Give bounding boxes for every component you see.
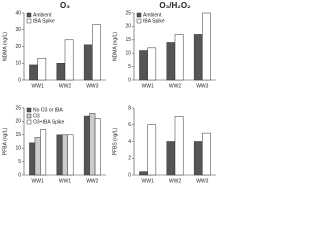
- x-tick-label: WW2: [169, 178, 181, 184]
- y-tick-label: 15: [15, 132, 21, 138]
- x-tick-label: WW2: [169, 83, 181, 89]
- bar: [83, 44, 93, 81]
- bar: [193, 34, 203, 81]
- bar: [64, 39, 74, 81]
- y-tick-label: 5: [18, 159, 21, 165]
- y-tick-label: 0: [128, 77, 131, 83]
- x-tick-label: WW3: [196, 178, 208, 184]
- y-tick-label: 10: [15, 146, 21, 152]
- bar: [139, 50, 148, 81]
- legend-label: O3+tBA Spike: [33, 119, 64, 125]
- y-tick-label: 25: [125, 10, 131, 16]
- chart-title: O₃/H₂O₂: [159, 1, 191, 10]
- y-tick-label: 20: [125, 24, 131, 30]
- x-tick-label: WW2: [86, 178, 98, 184]
- y-tick-label: 25: [15, 105, 21, 111]
- bar: [193, 141, 203, 176]
- legend-label: No O3 or tBA: [33, 107, 63, 113]
- x-tick-label: WW1: [142, 178, 154, 184]
- bar: [174, 116, 184, 176]
- x-tick-label: WW3: [86, 83, 98, 89]
- bar: [166, 42, 176, 81]
- legend-swatch: [26, 107, 32, 113]
- x-tick-label: WW1: [59, 178, 71, 184]
- y-tick-label: 8: [128, 105, 131, 111]
- x-tick-label: WW1: [32, 178, 44, 184]
- page: O₃ NDMA (ng/L) 0 10 20 30 40 WW1 WW2 WW3 Ambient tB…: [2, 1, 216, 185]
- bar: [92, 24, 101, 81]
- legend-label: Ambient: [33, 12, 52, 18]
- y-axis-label: NDMA (ng/L): [112, 32, 118, 61]
- y-tick-label: 10: [125, 51, 131, 57]
- y-axis-label: NDMA (ng/L): [2, 32, 8, 61]
- legend-swatch: [136, 18, 142, 24]
- y-tick-label: 10: [15, 61, 21, 67]
- legend-label: tBA Spike: [33, 18, 55, 24]
- bar: [166, 141, 176, 176]
- x-tick-label: WW1: [32, 83, 44, 89]
- bar: [56, 63, 66, 81]
- bar: [202, 132, 211, 176]
- y-tick-label: 30: [15, 27, 21, 33]
- bar: [147, 124, 157, 176]
- x-tick-label: WW3: [196, 83, 208, 89]
- bar: [40, 129, 47, 176]
- bar: [94, 118, 101, 176]
- y-tick-label: 5: [128, 64, 131, 70]
- bar: [29, 64, 38, 81]
- x-tick-label: WW2: [59, 83, 71, 89]
- y-tick-label: 20: [15, 119, 21, 125]
- y-tick-label: 0: [18, 77, 21, 83]
- legend-label: tBA Spike: [143, 18, 165, 24]
- bar: [174, 34, 184, 81]
- x-tick-label: WW1: [142, 83, 154, 89]
- legend-swatch: [136, 12, 142, 18]
- chart-title: O₃: [60, 1, 70, 10]
- y-tick-label: 4: [128, 139, 131, 145]
- y-tick-label: 2: [128, 156, 131, 162]
- bar: [56, 134, 63, 176]
- bar: [147, 47, 157, 81]
- y-axis-label: PFBA (ng/L): [2, 128, 8, 156]
- bar: [139, 171, 148, 176]
- y-tick-label: 20: [15, 44, 21, 50]
- legend-swatch: [26, 12, 32, 18]
- legend-swatch: [26, 18, 32, 24]
- bar: [34, 137, 41, 176]
- legend-swatch: [26, 113, 32, 119]
- bar: [67, 134, 74, 176]
- y-tick-label: 40: [15, 10, 21, 16]
- y-tick-label: 6: [128, 122, 131, 128]
- bar: [29, 142, 36, 176]
- bar: [62, 134, 68, 176]
- y-tick-label: 15: [125, 37, 131, 43]
- y-tick-label: 0: [128, 172, 131, 178]
- bar: [37, 57, 47, 81]
- legend-label: Ambient: [143, 12, 162, 18]
- legend-swatch: [26, 119, 32, 125]
- legend-label: O3: [33, 113, 40, 119]
- y-axis-label: PFBS (ng/L): [112, 127, 118, 155]
- bar: [83, 115, 90, 176]
- bar: [202, 12, 211, 81]
- bar: [89, 113, 96, 176]
- y-tick-label: 0: [18, 172, 21, 178]
